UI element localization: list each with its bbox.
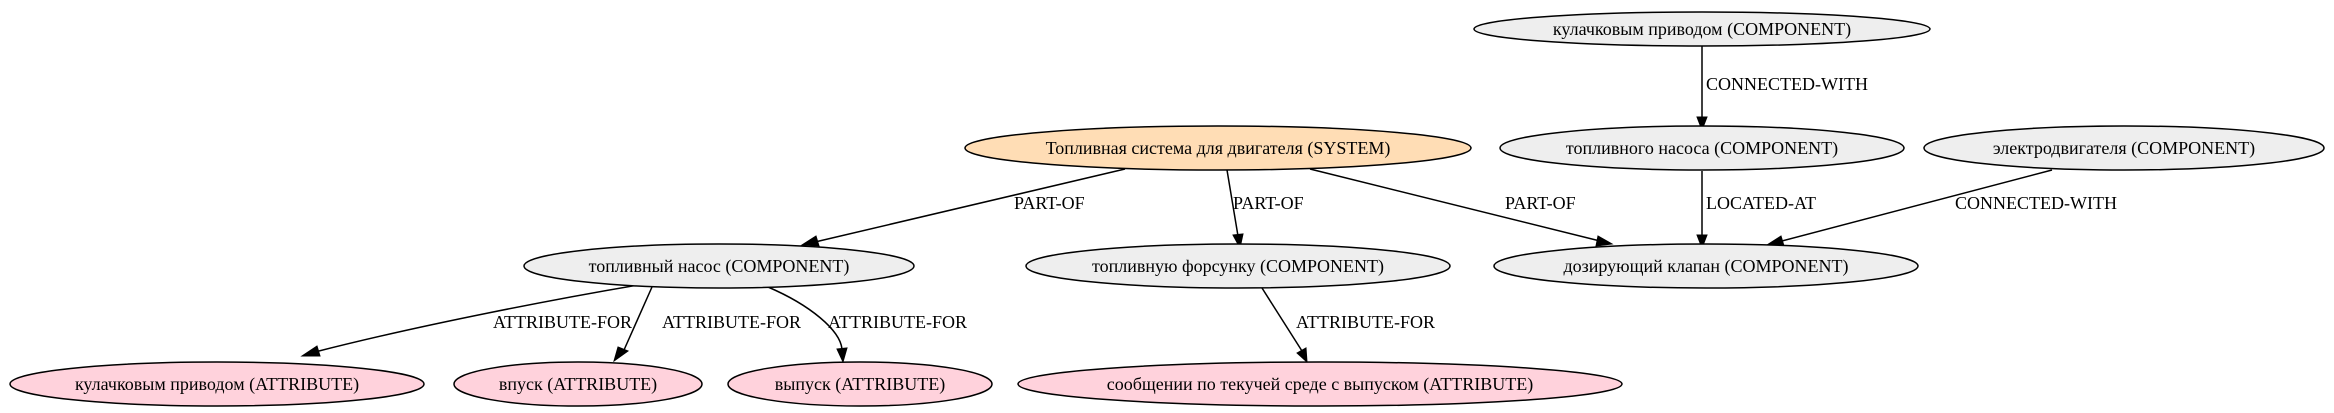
edge-system-to-injector: PART-OF [1227,170,1304,248]
node-label: электродвигателя (COMPONENT) [1993,138,2255,159]
node-flow-message[interactable]: сообщении по текучей среде с выпуском (A… [1018,362,1622,406]
node-label: топливный насос (COMPONENT) [589,256,850,277]
edge-label-part-of-injector: PART-OF [1233,193,1304,213]
edge-label-attribute-for-intake: ATTRIBUTE-FOR [662,312,801,332]
edge-label-attribute-for-exhaust: ATTRIBUTE-FOR [828,312,967,332]
edge-system-to-pump: PART-OF [802,169,1125,246]
node-label: топливного насоса (COMPONENT) [1566,138,1838,159]
node-fuel-pump-gen[interactable]: топливного насоса (COMPONENT) [1500,126,1904,170]
node-label: топливную форсунку (COMPONENT) [1092,256,1384,277]
node-exhaust[interactable]: выпуск (ATTRIBUTE) [728,362,992,406]
edge-label-part-of-pump: PART-OF [1014,193,1085,213]
edge-injector-to-flow: ATTRIBUTE-FOR [1262,288,1435,362]
edge-label-attribute-for-cam: ATTRIBUTE-FOR [493,312,632,332]
node-fuel-system[interactable]: Топливная система для двигателя (SYSTEM) [965,126,1471,170]
node-label: кулачковым приводом (COMPONENT) [1553,19,1851,40]
edge-label-connected-with: CONNECTED-WITH [1706,74,1868,94]
node-metering-valve[interactable]: дозирующий клапан (COMPONENT) [1494,244,1918,288]
node-fuel-injector[interactable]: топливную форсунку (COMPONENT) [1026,244,1450,288]
edge-pump-to-intake: ATTRIBUTE-FOR [614,287,801,361]
edge-label-located-at: LOCATED-AT [1706,193,1816,213]
edge-label-connected-with-motor: CONNECTED-WITH [1955,193,2117,213]
edge-label-part-of-valve: PART-OF [1505,193,1576,213]
edge-label-attribute-for-flow: ATTRIBUTE-FOR [1296,312,1435,332]
edges: CONNECTED-WITH LOCATED-AT CONNECTED-WITH… [302,46,2117,362]
node-label: впуск (ATTRIBUTE) [499,374,657,395]
edge-system-to-valve: PART-OF [1310,169,1612,246]
node-intake[interactable]: впуск (ATTRIBUTE) [454,362,702,406]
node-label: кулачковым приводом (ATTRIBUTE) [75,374,359,395]
node-cam-drive-component[interactable]: кулачковым приводом (COMPONENT) [1474,12,1930,46]
node-label: дозирующий клапан (COMPONENT) [1564,256,1849,277]
edge-cam-to-pumpgen: CONNECTED-WITH [1697,46,1868,130]
node-fuel-pump[interactable]: топливный насос (COMPONENT) [524,244,914,288]
node-cam-drive-attribute[interactable]: кулачковым приводом (ATTRIBUTE) [10,362,424,406]
edge-motor-to-valve: CONNECTED-WITH [1767,170,2117,246]
node-electric-motor[interactable]: электродвигателя (COMPONENT) [1924,126,2324,170]
node-label: выпуск (ATTRIBUTE) [775,374,945,395]
node-label: Топливная система для двигателя (SYSTEM) [1046,138,1391,159]
edge-pump-to-cam-attr: ATTRIBUTE-FOR [302,283,650,356]
node-label: сообщении по текучей среде с выпуском (A… [1107,374,1534,395]
